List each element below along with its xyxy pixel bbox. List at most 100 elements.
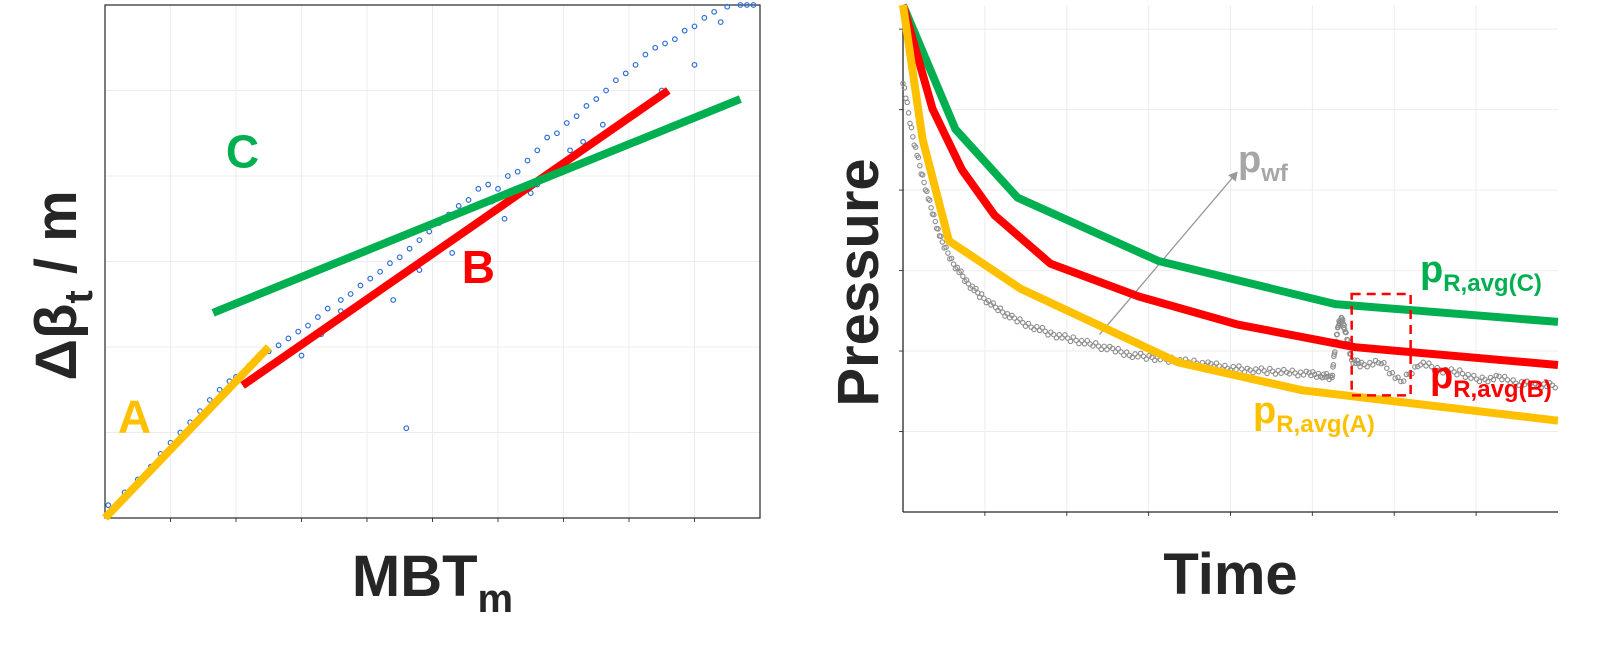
pwf-point [910,134,916,140]
pwf-point [1135,354,1141,360]
pwf-point [945,250,951,256]
pwf-point [1112,349,1119,355]
pwf-point [1334,331,1340,338]
pwf-point [1050,331,1057,338]
scatter-point [717,19,724,26]
pwf-point [1101,343,1107,350]
pwf-point [1329,374,1335,381]
pwf-point [1330,364,1336,370]
scatter-point [681,27,688,34]
pwf-point [1286,371,1293,377]
scatter-point [495,185,501,192]
scatter-point [691,23,698,30]
pwf-point [1386,370,1393,377]
pwf-point [1384,365,1390,371]
pwf-point [1104,346,1110,353]
pwf-point [908,124,915,131]
pwf-point [1070,334,1077,340]
pwf-point [1283,369,1290,376]
scatter-point [593,96,600,102]
scatter-point [744,2,750,8]
scatter-point [563,120,570,126]
pwf-point [1501,373,1508,380]
pwf-point [1527,381,1533,387]
pwf-point [1098,346,1105,353]
y-axis-title-delta-beta: Δβt / m [24,190,101,380]
scatter-point [105,502,112,509]
pwf-point [1392,375,1398,381]
pwf-point [1400,378,1407,384]
pwf-point [1236,363,1242,369]
pwf-point [1465,371,1471,378]
pwf-point [1303,368,1310,375]
pwf-point [1329,372,1336,379]
pwf-point [1431,367,1438,374]
series-labels: pR,avg(C) pR,avg(B) pR,avg(A) pwf [1238,139,1552,438]
scatter-point [275,342,282,349]
pwf-point [1034,324,1040,330]
pwf-point [1524,378,1530,385]
pwf-point [950,261,957,267]
pwf-point [1297,369,1304,375]
pwf-point [1067,338,1074,345]
pwf-point [1412,364,1418,370]
series-line-a [899,4,1559,425]
pwf-point [1151,357,1158,364]
scatter-plot-frame [104,4,761,519]
pwf-point [925,196,932,202]
pwf-point [1230,363,1237,370]
pwf-point [1129,354,1136,361]
pwf-point [1420,359,1427,366]
scatter-point [475,185,482,192]
pwf-point [1020,319,1026,326]
pwf-point [958,268,964,274]
pressure-gridlines [899,5,1558,516]
pwf-point [1426,360,1432,366]
pwf-point [1014,318,1020,325]
segment-label-b: B [462,241,495,293]
scatter-point [524,157,531,164]
pwf-point [1137,350,1144,357]
pwf-point [999,309,1006,315]
pwf-point [1381,360,1387,366]
pwf-point [1300,372,1307,378]
scatter-point [691,61,698,68]
scatter-point [406,245,413,252]
pwf-point [1332,349,1338,355]
pwf-point [1076,340,1082,347]
pwf-point [1059,335,1065,341]
pwf-point [1289,367,1296,374]
pwf-point [1448,366,1455,372]
pwf-point [926,197,933,203]
scatter-point [377,268,384,275]
scatter-point [527,190,534,197]
pwf-point [931,211,937,218]
trend-lines [102,87,742,521]
pwf-point [1275,367,1281,374]
scatter-point [314,314,321,320]
pwf-point [969,283,975,289]
pwf-point [1213,360,1220,366]
scatter-panel: A B C MBTm Δβt / m [24,2,761,621]
scatter-gridlines [105,5,760,522]
pwf-point [1062,332,1068,338]
scatter-point [357,282,364,289]
pwf-point [1510,377,1516,383]
pwf-point [932,218,939,225]
pwf-point [912,144,919,150]
scatter-point [750,2,757,8]
scatter-point [367,275,374,282]
scatter-point [671,36,678,43]
scatter-point [387,260,393,267]
scatter-point [554,130,560,137]
pwf-point [1515,382,1522,388]
pwf-point [1403,371,1410,378]
series-label-a: pR,avg(A) [1253,390,1375,438]
scatter-point [501,215,508,222]
scatter-point [504,173,511,179]
scatter-point [206,397,213,403]
pwf-point [905,110,912,116]
scatter-point [652,44,659,51]
pwf-point [915,154,922,161]
